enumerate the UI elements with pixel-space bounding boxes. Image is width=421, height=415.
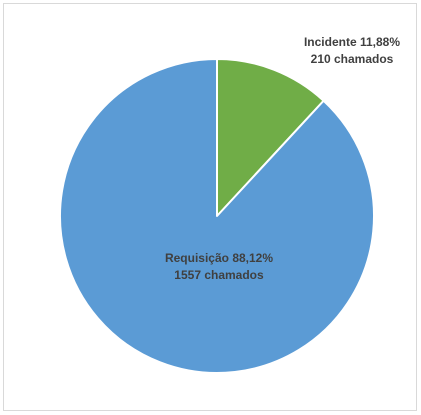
pie-labels: Incidente 11,88% 210 chamados Requisição…: [165, 35, 400, 282]
incidente-label-line2: 210 chamados: [311, 52, 394, 66]
requisicao-label-line2: 1557 chamados: [174, 268, 264, 282]
pie-slices: [59, 58, 375, 374]
pie-slice-incidente: [216, 58, 325, 217]
incidente-label-line1: Incidente 11,88%: [304, 35, 400, 49]
pie-slice-requisicao: [59, 58, 375, 374]
requisicao-label-line1: Requisição 88,12%: [165, 251, 273, 265]
